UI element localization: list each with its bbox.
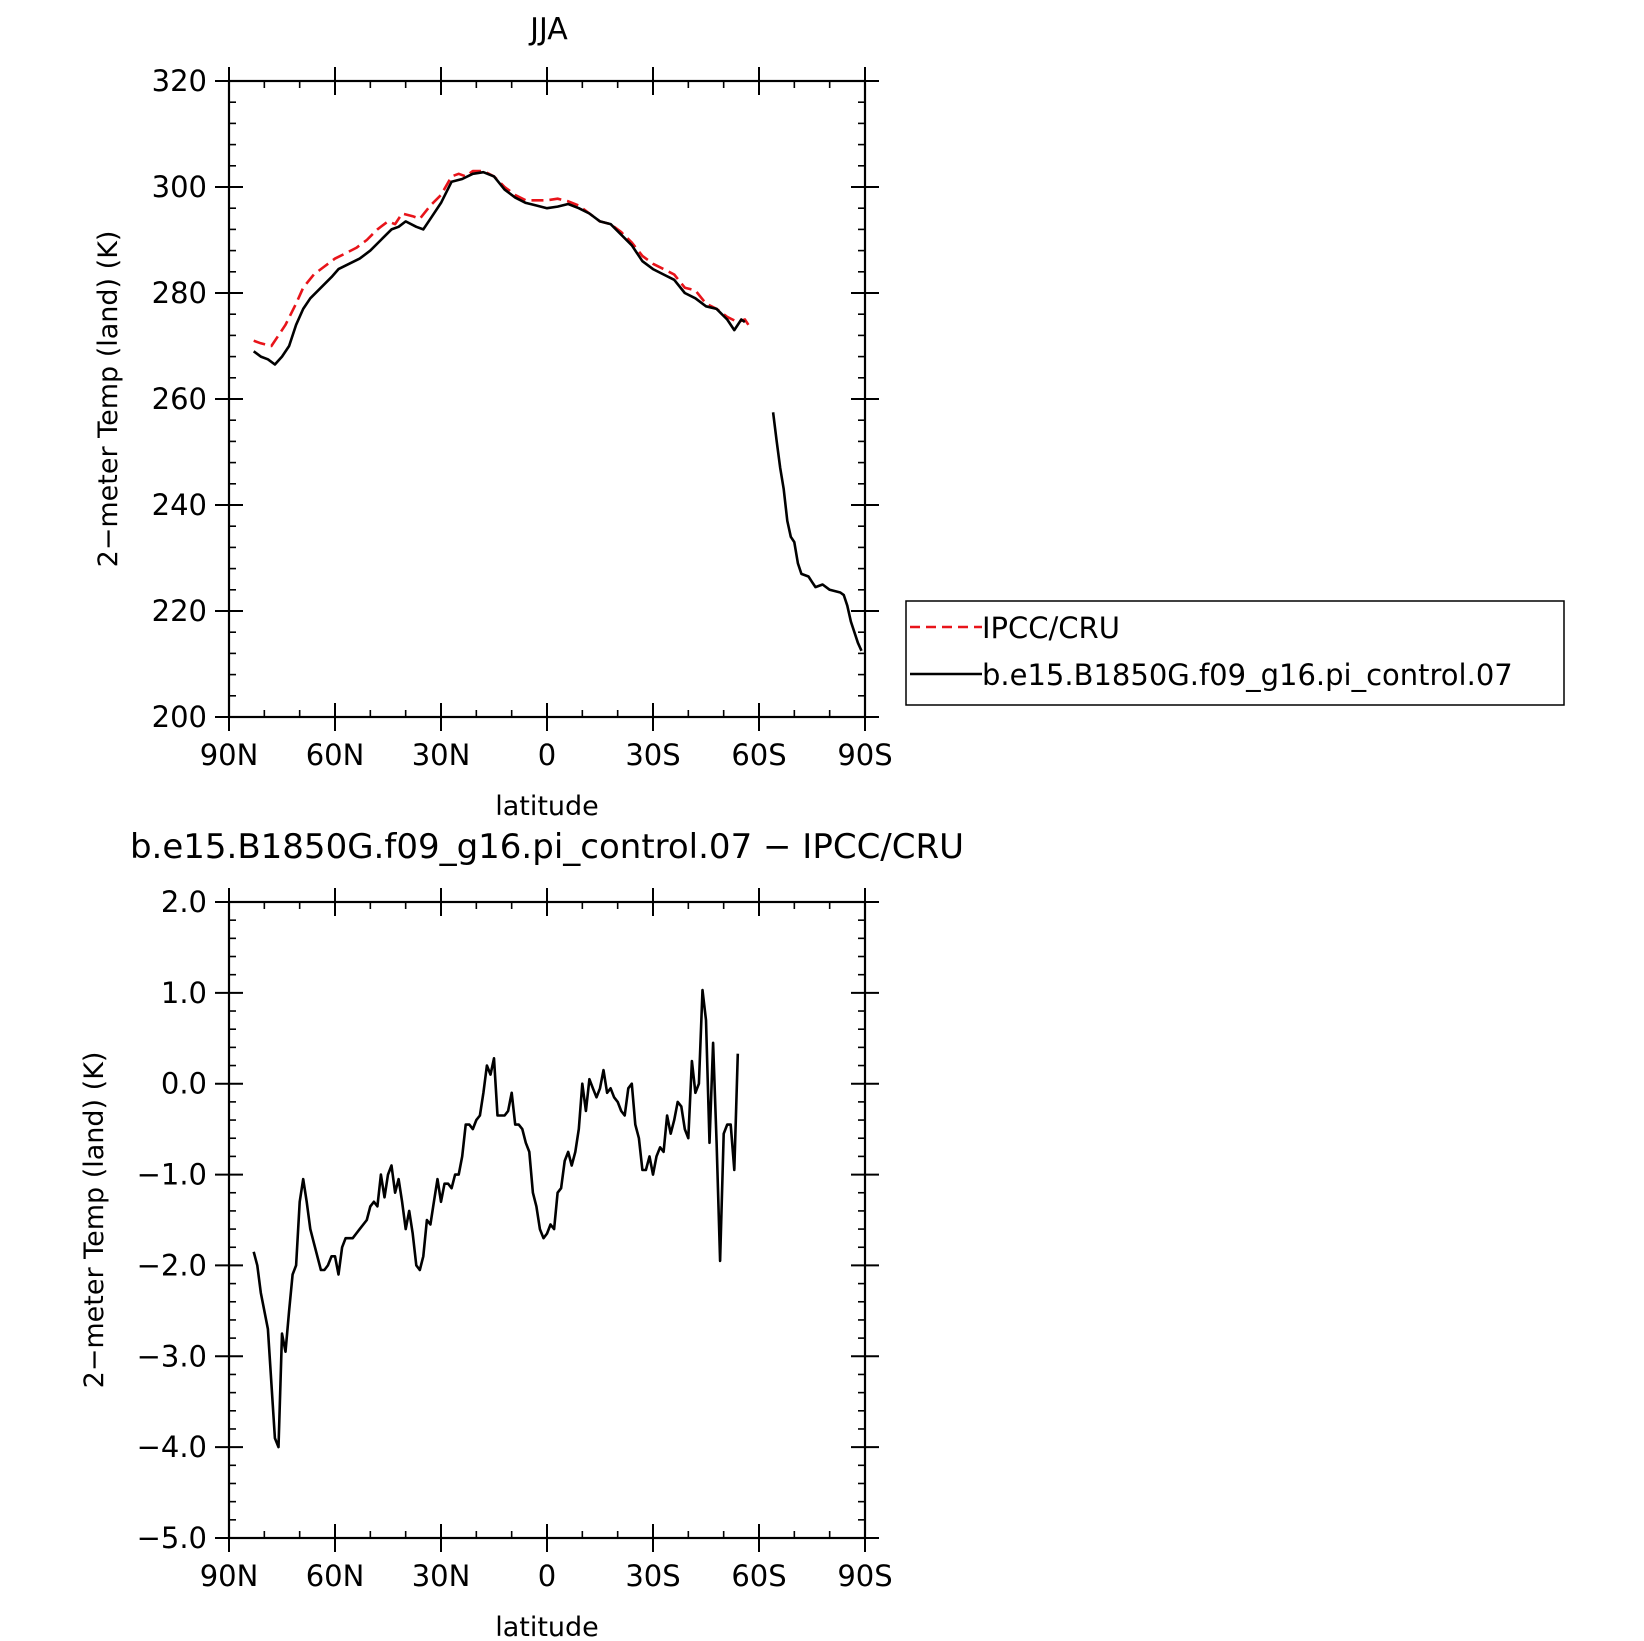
series-line-2 <box>771 412 863 652</box>
legend-label-ipcc: IPCC/CRU <box>982 611 1120 645</box>
top-y-tick-labels: 200 220 240 260 280 300 320 <box>152 64 207 734</box>
bottom-series-lines <box>252 988 740 1449</box>
bottom-x-tick-labels: 90N 60N 30N 0 30S 60S 90S <box>200 1559 893 1593</box>
x-tick-label: 30S <box>625 1559 680 1593</box>
top-panel: JJA 90N 60N 30N 0 30S 60S 90S 200 220 240 260 280 3… <box>93 12 893 822</box>
y-tick-label: −3.0 <box>137 1339 207 1373</box>
top-x-axis-label: latitude <box>495 791 599 822</box>
series-line-1 <box>252 170 746 366</box>
y-tick-label: 240 <box>152 488 207 522</box>
bottom-plot-frame <box>227 900 867 1540</box>
top-plot-frame <box>227 79 867 719</box>
bottom-title: b.e15.B1850G.f09_g16.pi_control.07 − IPC… <box>130 827 964 867</box>
x-tick-label: 60N <box>306 738 365 772</box>
bottom-x-axis-label: latitude <box>495 1612 599 1641</box>
y-tick-label: 200 <box>152 700 207 734</box>
top-x-tick-labels: 90N 60N 30N 0 30S 60S 90S <box>200 738 893 772</box>
series-line-0 <box>252 988 740 1449</box>
y-tick-label: −4.0 <box>137 1430 207 1464</box>
bottom-ticks <box>215 888 879 1552</box>
x-tick-label: 30N <box>412 1559 471 1593</box>
y-tick-label: 300 <box>152 170 207 204</box>
legend: IPCC/CRU b.e15.B1850G.f09_g16.pi_control… <box>905 600 1565 706</box>
x-tick-label: 0 <box>538 1559 556 1593</box>
y-tick-label: 1.0 <box>161 976 207 1010</box>
legend-box <box>905 600 1565 706</box>
x-tick-label: 90S <box>837 1559 892 1593</box>
series-line-0 <box>253 169 750 348</box>
top-y-axis-label: 2−meter Temp (land) (K) <box>93 231 124 568</box>
bottom-panel: b.e15.B1850G.f09_g16.pi_control.07 − IPC… <box>79 827 964 1641</box>
x-tick-label: 60S <box>731 1559 786 1593</box>
x-tick-label: 60S <box>731 738 786 772</box>
x-tick-label: 30S <box>625 738 680 772</box>
bottom-y-tick-labels: 2.0 1.0 0.0 −1.0 −2.0 −3.0 −4.0 −5.0 <box>137 885 207 1555</box>
y-tick-label: −2.0 <box>137 1248 207 1282</box>
top-ticks <box>215 67 879 731</box>
top-title: JJA <box>528 12 568 47</box>
x-tick-label: 90N <box>200 1559 259 1593</box>
y-tick-label: 260 <box>152 382 207 416</box>
y-tick-label: 0.0 <box>161 1067 207 1101</box>
y-tick-label: −1.0 <box>137 1158 207 1192</box>
x-tick-label: 0 <box>538 738 556 772</box>
y-tick-label: −5.0 <box>137 1521 207 1555</box>
x-tick-label: 30N <box>412 738 471 772</box>
y-tick-label: 280 <box>152 276 207 310</box>
y-tick-label: 220 <box>152 594 207 628</box>
x-tick-label: 60N <box>306 1559 365 1593</box>
top-series-lines <box>252 169 863 652</box>
bottom-y-axis-label: 2−meter Temp (land) (K) <box>79 1052 110 1389</box>
y-tick-label: 2.0 <box>161 885 207 919</box>
x-tick-label: 90S <box>837 738 892 772</box>
legend-label-model: b.e15.B1850G.f09_g16.pi_control.07 <box>982 658 1513 692</box>
x-tick-label: 90N <box>200 738 259 772</box>
y-tick-label: 320 <box>152 64 207 98</box>
